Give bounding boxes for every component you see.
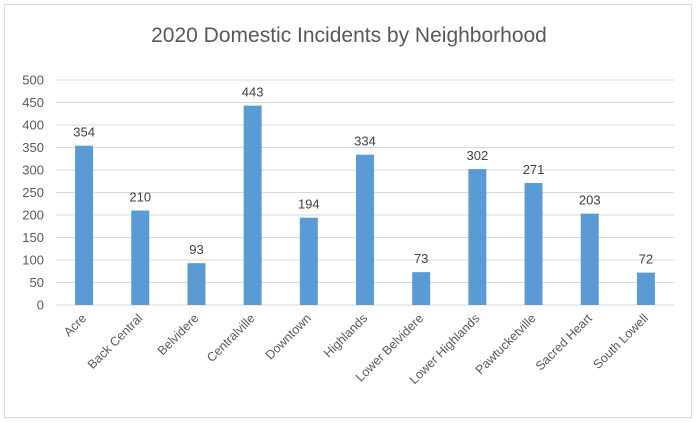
- x-tick-label: Belvidere: [155, 311, 202, 358]
- bar: [187, 263, 205, 305]
- y-tick-label: 300: [22, 163, 44, 178]
- y-tick-label: 0: [37, 298, 44, 313]
- y-tick-label: 150: [22, 230, 44, 245]
- bar: [637, 273, 655, 305]
- bar: [75, 146, 93, 305]
- bar: [412, 272, 430, 305]
- x-tick-label: Highlands: [321, 311, 370, 360]
- x-tick-label: Pawtucketville: [473, 311, 539, 377]
- data-label: 73: [414, 251, 428, 266]
- bar: [468, 169, 486, 305]
- data-label: 334: [354, 134, 376, 149]
- x-tick-label: Back Central: [85, 311, 146, 372]
- data-label: 203: [579, 193, 601, 208]
- y-axis: 0 50 100 150 200 250 300 350 400 450 500: [22, 73, 44, 313]
- y-tick-label: 250: [22, 185, 44, 200]
- y-tick-label: 350: [22, 140, 44, 155]
- y-tick-label: 450: [22, 95, 44, 110]
- y-tick-label: 500: [22, 73, 44, 88]
- y-tick-label: 400: [22, 118, 44, 133]
- data-label: 271: [523, 162, 545, 177]
- x-tick-label: Sacred Heart: [533, 311, 595, 373]
- data-label: 72: [639, 252, 653, 267]
- data-label: 210: [129, 190, 151, 205]
- y-tick-label: 50: [30, 275, 44, 290]
- bar: [581, 214, 599, 305]
- x-tick-label: Centralville: [204, 311, 258, 365]
- bar: [131, 211, 149, 306]
- bar: [300, 218, 318, 305]
- data-label: 302: [467, 148, 489, 163]
- bar: [525, 183, 543, 305]
- data-label: 354: [73, 125, 95, 140]
- x-tick-label: Downtown: [263, 311, 314, 362]
- data-label: 443: [242, 85, 264, 100]
- data-label: 194: [298, 197, 320, 212]
- y-tick-label: 200: [22, 208, 44, 223]
- x-tick-label: South Lowell: [591, 311, 652, 372]
- y-tick-label: 100: [22, 253, 44, 268]
- bar: [244, 106, 262, 305]
- data-label: 93: [189, 242, 203, 257]
- x-tick-label: Acre: [61, 311, 89, 339]
- bar: [356, 155, 374, 305]
